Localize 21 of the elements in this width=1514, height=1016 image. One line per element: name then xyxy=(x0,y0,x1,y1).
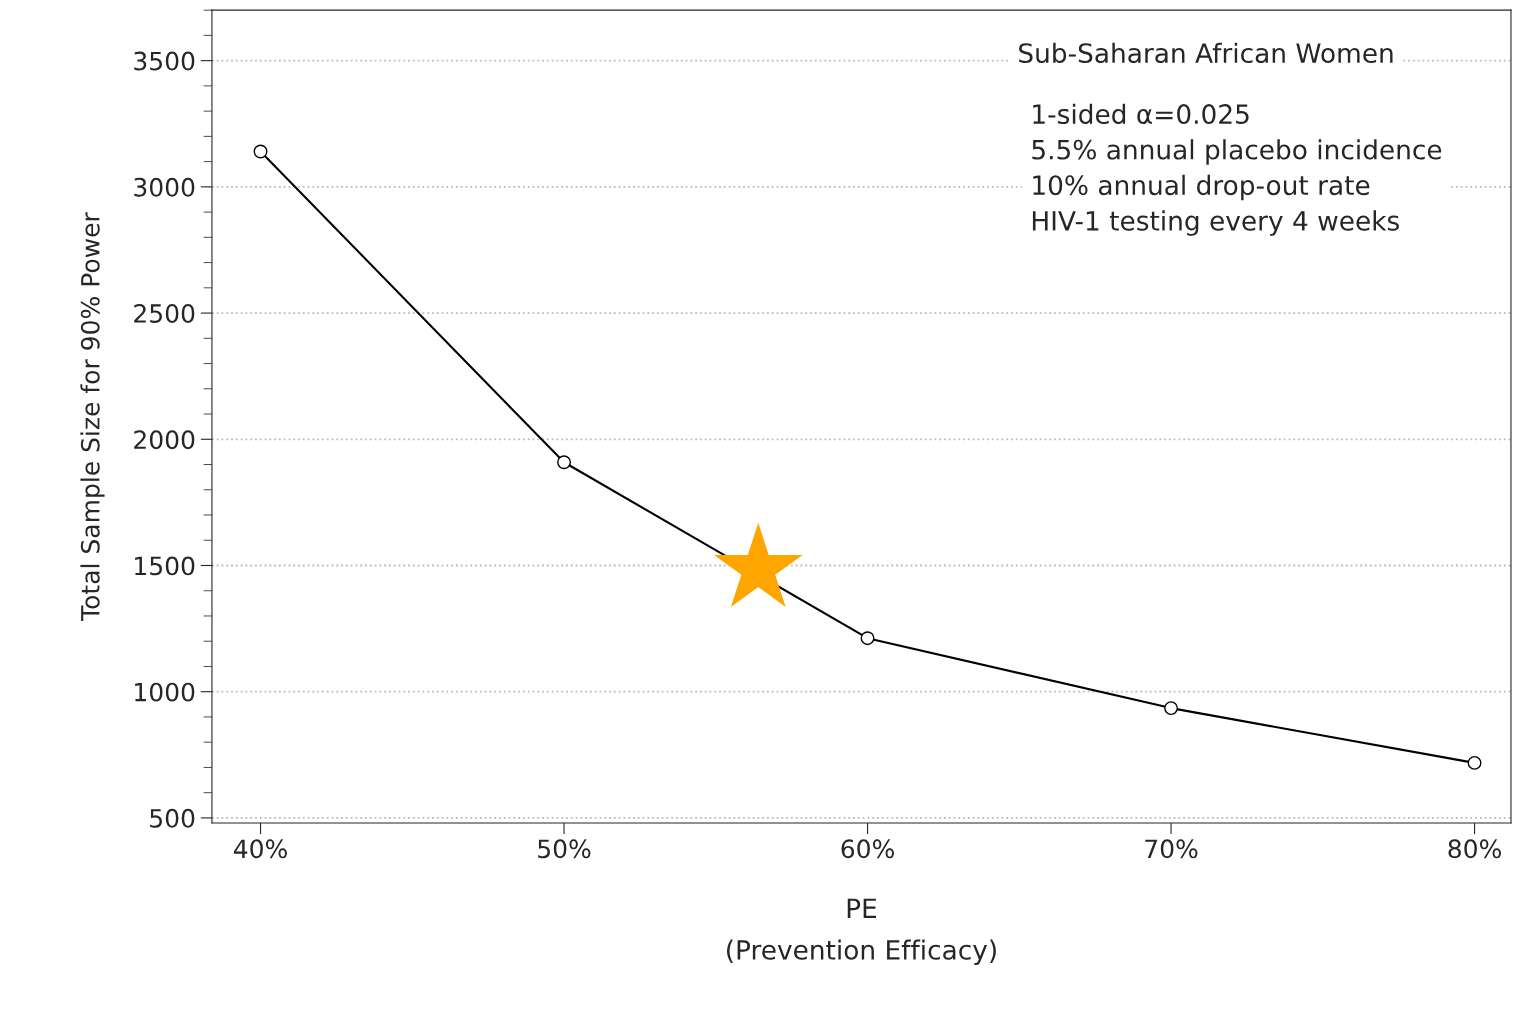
y-axis-title: Total Sample Size for 90% Power xyxy=(80,212,105,621)
x-tick-label: 60% xyxy=(841,839,894,859)
point xyxy=(860,631,875,646)
annotation: Sub-Saharan African Women xyxy=(1019,42,1393,64)
y-tick-label: 500 xyxy=(150,808,195,828)
y-tick-label: 2000 xyxy=(134,430,195,450)
point xyxy=(1164,701,1178,716)
x-axis-title: PE (Prevention Efficacy) xyxy=(727,898,996,965)
y-tick-label: 3500 xyxy=(134,51,195,71)
y-tick-label: 1500 xyxy=(135,556,195,576)
x-tick-label: 50% xyxy=(538,839,591,859)
y-tick-label: 2500 xyxy=(134,304,195,323)
annotation: 1-sided α=0.025 5.5% annual placebo incidence 10% annual drop-out rate HIV-1 testing every 4 weeks xyxy=(1032,103,1442,236)
x-tick-label: 70% xyxy=(1145,839,1198,859)
x-tick-label: 40% xyxy=(233,839,287,859)
point xyxy=(253,144,268,159)
y-tick-label: 1000 xyxy=(135,682,195,702)
point xyxy=(1467,755,1482,770)
x-tick-label: 80% xyxy=(1448,839,1501,859)
y-tick-label: 3000 xyxy=(134,177,195,197)
point xyxy=(557,455,571,470)
